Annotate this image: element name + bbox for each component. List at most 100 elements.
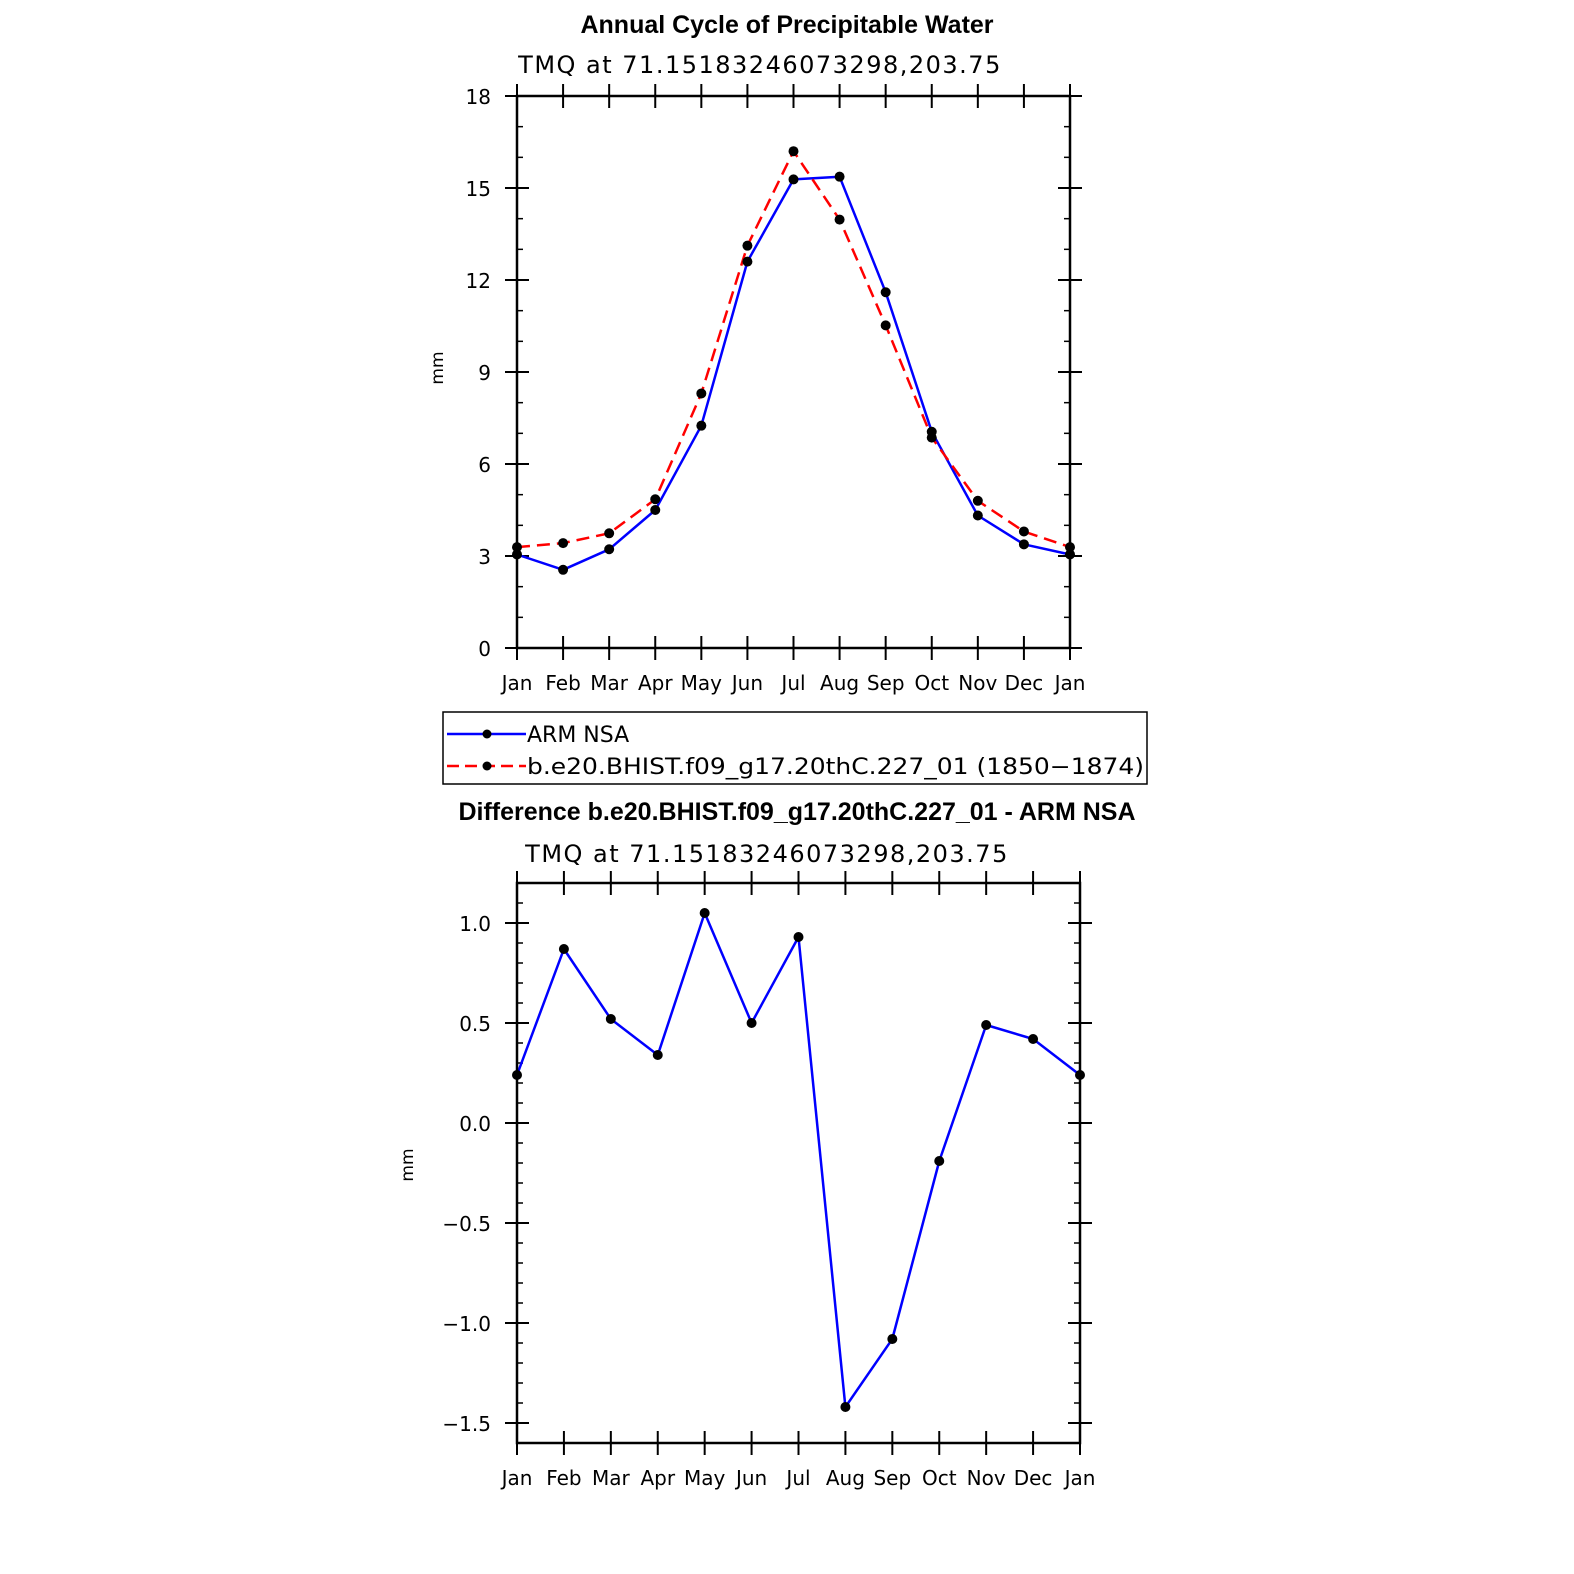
data-point <box>840 1402 851 1412</box>
x-tick-label: Nov <box>958 671 997 695</box>
data-point <box>926 432 937 443</box>
legend: ARM NSA b.e20.BHIST.f09_g17.20thC.227_01… <box>442 711 1148 785</box>
data-point <box>699 908 710 918</box>
legend-obs-marker <box>482 729 492 739</box>
x-tick-label: Feb <box>546 1466 581 1490</box>
y-tick-label: −1.5 <box>442 1412 491 1436</box>
data-point <box>788 146 799 157</box>
legend-model-marker <box>482 761 492 771</box>
x-tick-label: Jun <box>734 1466 767 1490</box>
y-tick-label: 0.5 <box>459 1012 491 1036</box>
x-tick-label: Jan <box>1063 1466 1096 1490</box>
x-tick-label: Sep <box>867 671 905 695</box>
data-point <box>887 1334 898 1344</box>
data-point <box>972 495 983 506</box>
bottom-chart-ylabel: mm <box>398 1148 418 1181</box>
top-chart-subtitle: TMQ at 71.15183246073298,203.75 <box>517 51 1002 79</box>
data-point <box>742 240 753 251</box>
x-tick-label: Dec <box>1014 1466 1053 1490</box>
y-tick-label: 0 <box>478 637 491 661</box>
x-tick-label: Jan <box>500 671 533 695</box>
x-tick-label: Jan <box>500 1466 533 1490</box>
y-tick-label: −1.0 <box>442 1312 491 1336</box>
x-tick-label: Aug <box>826 1466 865 1490</box>
y-tick-label: 6 <box>478 453 491 477</box>
x-tick-label: Jul <box>779 671 805 695</box>
data-point <box>652 1050 663 1060</box>
data-point <box>696 420 707 431</box>
legend-entry-obs: ARM NSA <box>527 723 629 748</box>
bottom-chart-frame <box>515 881 1082 1445</box>
data-point <box>981 1020 992 1030</box>
x-tick-label: Apr <box>638 671 673 695</box>
x-tick-label: May <box>684 1466 726 1490</box>
x-tick-label: Oct <box>922 1466 957 1490</box>
data-point <box>558 564 569 575</box>
data-point <box>1028 1034 1039 1044</box>
legend-entry-model: b.e20.BHIST.f09_g17.20thC.227_01 (1850−1… <box>527 755 1144 780</box>
data-point <box>650 505 661 515</box>
data-point <box>934 1156 945 1166</box>
x-tick-label: Jan <box>1053 671 1086 695</box>
top-chart-xtick-labels: Jan Feb Mar Apr May Jun Jul Aug Sep Oct Nov Dec Jan <box>500 671 1086 695</box>
data-point <box>650 494 661 505</box>
y-tick-label: 0.0 <box>459 1112 491 1136</box>
data-point <box>880 320 891 331</box>
x-tick-label: Jul <box>784 1466 810 1490</box>
x-tick-label: Jun <box>730 671 763 695</box>
data-point <box>604 528 615 539</box>
x-tick-label: Sep <box>873 1466 911 1490</box>
x-tick-label: Mar <box>592 1466 631 1490</box>
y-tick-label: 15 <box>466 177 491 201</box>
x-tick-label: Apr <box>640 1466 675 1490</box>
bottom-chart-subtitle: TMQ at 71.15183246073298,203.75 <box>524 840 1009 868</box>
top-chart-markers <box>512 146 1075 575</box>
legend-box <box>442 711 1148 785</box>
data-point <box>880 287 891 298</box>
series-line-secondary <box>516 149 1071 549</box>
data-point <box>746 1018 757 1028</box>
y-tick-label: 9 <box>478 361 491 385</box>
x-tick-label: Feb <box>545 671 580 695</box>
series-line-primary <box>515 911 1081 1409</box>
bottom-chart-series-lines <box>515 911 1081 1409</box>
x-tick-label: Oct <box>914 671 949 695</box>
top-chart-ytick-labels: 0 3 6 9 12 15 18 <box>466 85 491 661</box>
y-tick-label: 18 <box>466 85 491 109</box>
data-point <box>742 256 753 267</box>
bottom-chart-ticks <box>505 871 1092 1455</box>
x-tick-label: Dec <box>1005 671 1044 695</box>
data-point <box>788 174 799 185</box>
x-tick-label: May <box>681 671 723 695</box>
difference-chart: Difference b.e20.BHIST.f09_g17.20thC.227… <box>398 798 1136 1490</box>
bottom-chart-ytick-labels: −1.5 −1.0 −0.5 0.0 0.5 1.0 <box>442 912 491 1436</box>
data-point <box>834 171 845 182</box>
data-point <box>604 544 615 555</box>
bottom-chart-title: Difference b.e20.BHIST.f09_g17.20thC.227… <box>458 798 1135 826</box>
top-chart-frame <box>515 94 1072 650</box>
top-chart-ylabel: mm <box>428 351 448 384</box>
x-tick-label: Nov <box>967 1466 1006 1490</box>
data-point <box>558 944 569 954</box>
x-tick-label: Aug <box>820 671 859 695</box>
y-tick-label: 1.0 <box>459 912 491 936</box>
top-chart-ticks <box>505 84 1082 660</box>
data-point <box>972 510 983 521</box>
data-point <box>605 1014 616 1024</box>
data-point <box>558 538 569 549</box>
bottom-chart-xtick-labels: Jan Feb Mar Apr May Jun Jul Aug Sep Oct Nov Dec Jan <box>500 1466 1096 1490</box>
y-tick-label: 12 <box>466 269 491 293</box>
y-tick-label: 3 <box>478 545 491 569</box>
data-point <box>834 214 845 225</box>
y-tick-label: −0.5 <box>442 1212 491 1236</box>
top-chart-title: Annual Cycle of Precipitable Water <box>580 11 993 39</box>
data-point <box>1018 539 1029 550</box>
top-chart-series-lines <box>516 149 1071 572</box>
x-tick-label: Mar <box>590 671 629 695</box>
bottom-chart-markers <box>512 908 1085 1412</box>
annual-cycle-chart: Annual Cycle of Precipitable Water TMQ a… <box>428 11 1085 695</box>
data-point <box>793 932 804 942</box>
series-line-primary <box>516 175 1071 572</box>
data-point <box>696 388 707 399</box>
